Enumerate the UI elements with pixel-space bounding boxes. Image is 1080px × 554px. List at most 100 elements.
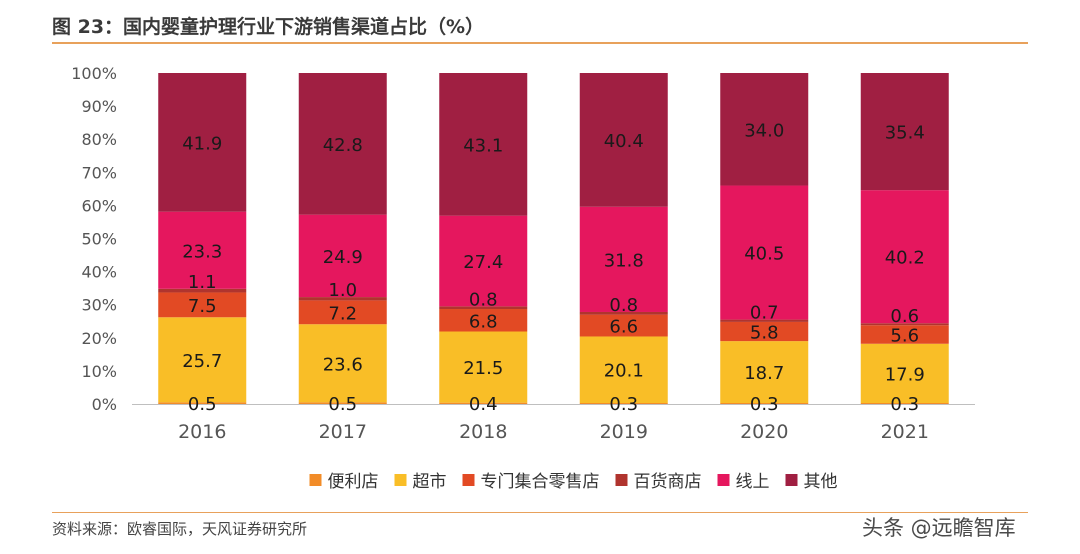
data-label: 35.4 [885,123,925,144]
bar-segment [720,73,809,186]
data-label: 40.2 [885,248,925,269]
data-label: 0.7 [750,303,779,324]
legend-swatch [394,474,407,486]
bar-segment [720,341,809,404]
bar-segment [439,402,528,404]
page-title: 图 23：国内婴童护理行业下游销售渠道占比（%） [52,16,485,38]
y-tick-label: 20% [81,329,117,348]
data-label: 40.4 [604,131,644,152]
legend-swatch [615,474,628,486]
x-tick-label: 2020 [740,421,788,443]
title-divider [52,42,1028,44]
data-label: 0.4 [469,394,498,415]
x-tick-label: 2016 [178,421,226,443]
bar-segment [298,300,387,325]
data-label: 0.3 [750,394,779,415]
y-tick-label: 50% [81,230,117,249]
data-label: 5.8 [750,323,779,344]
bar-segment [158,73,247,212]
bar-segment [579,73,668,207]
data-label: 0.3 [609,394,638,415]
data-label: 7.2 [328,303,357,324]
bar-segment [720,321,809,342]
data-label: 0.5 [188,394,217,415]
bar-segment [860,325,949,344]
data-label: 0.8 [469,289,498,310]
data-label: 23.3 [182,241,222,262]
bar-segment [860,343,949,404]
watermark: 头条 @远瞻智库 [862,516,1016,540]
bar-segment [579,206,668,312]
data-label: 41.9 [182,133,222,154]
legend-swatch [785,474,798,486]
bar-segment [720,185,809,320]
data-label: 24.9 [323,247,363,268]
bars-layer [158,73,949,404]
y-tick-label: 40% [81,263,117,282]
axis-layer: 0% 10% 20% 30% 40% 50% 60% 70% 80% 90% 100% 2016 201… [71,64,975,443]
data-label: 43.1 [463,135,503,156]
bar-segment [439,215,528,307]
y-tick-label: 100% [71,64,117,83]
labels-layer: 0.5 25.7 7.5 1.1 23.3 41.9 0.5 23.6 7.21.0 24.9 42… [182,120,925,415]
legend-label: 便利店 [328,472,379,492]
data-label: 0.3 [890,394,919,415]
bar-segment [860,190,949,324]
bar-segment [298,297,387,301]
data-label: 5.6 [890,325,919,346]
data-label: 1.1 [188,272,217,293]
bar-segment [158,288,247,293]
data-label: 42.8 [323,135,363,156]
legend: 便利店 超市 专门集合零售店 百货商店 线上 其他 [309,472,838,492]
data-label: 21.5 [463,358,503,379]
data-label: 40.5 [744,244,784,265]
data-label: 0.5 [328,394,357,415]
footer-divider [52,512,1028,513]
y-tick-label: 80% [81,130,117,149]
bar-segment [439,73,528,216]
data-label: 17.9 [885,364,925,385]
legend-label: 超市 [413,472,447,492]
bar-segment [439,309,528,332]
y-tick-label: 70% [81,163,117,182]
legend-swatch [462,474,475,486]
bar-segment [158,402,247,404]
legend-swatch [717,474,730,486]
source-note: 资料来源：欧睿国际，天风证券研究所 [52,520,308,538]
data-label: 6.8 [469,311,498,332]
bar-segment [860,73,949,191]
legend-label: 线上 [736,472,770,492]
bar-segment [298,324,387,403]
legend-label: 专门集合零售店 [481,472,600,492]
data-label: 25.7 [182,351,222,372]
data-label: 34.0 [744,120,784,141]
data-label: 0.8 [609,295,638,316]
x-tick-label: 2021 [881,421,929,443]
bar-segment [579,314,668,337]
bar-segment [720,403,809,404]
legend-swatch [309,474,322,486]
bar-segment [579,311,668,315]
data-label: 23.6 [323,354,363,375]
data-label: 27.4 [463,252,503,273]
bar-segment [439,306,528,310]
data-label: 31.8 [604,250,644,271]
y-tick-label: 10% [81,362,117,381]
y-tick-label: 30% [81,296,117,315]
legend-label: 百货商店 [634,472,702,492]
bar-segment [579,336,668,404]
bar-segment [298,402,387,404]
bar-segment [860,403,949,404]
bar-segment [298,73,387,215]
bar-segment [158,317,247,403]
y-tick-label: 60% [81,196,117,215]
bar-segment [860,323,949,326]
x-tick-label: 2018 [459,421,507,443]
data-label: 6.6 [609,317,638,338]
y-tick-label: 90% [81,97,117,116]
bar-segment [439,331,528,403]
x-tick-label: 2017 [319,421,367,443]
bar-segment [158,211,247,289]
bar-segment [298,214,387,298]
